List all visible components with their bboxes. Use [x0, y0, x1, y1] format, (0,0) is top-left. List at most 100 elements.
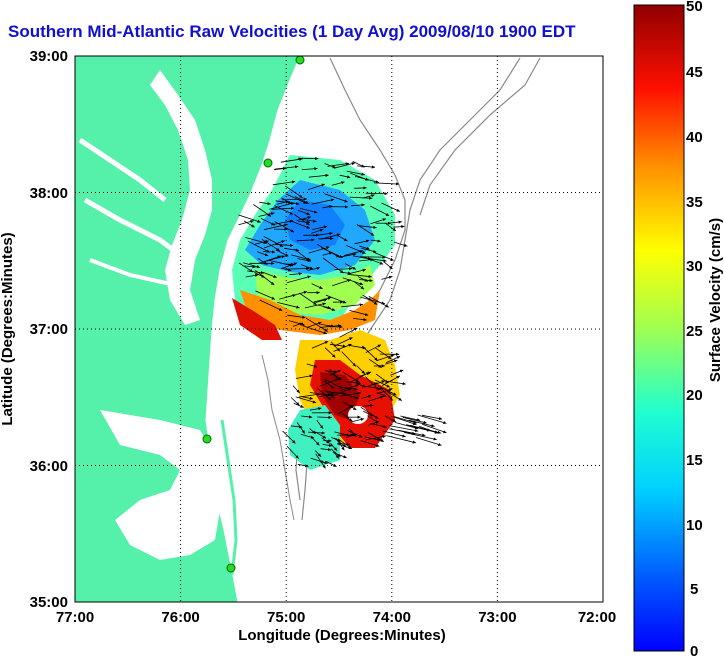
velocity-arrow	[269, 260, 294, 267]
velocity-arrow	[296, 238, 315, 242]
velocity-arrow	[322, 251, 333, 256]
velocity-arrow	[333, 450, 341, 458]
velocity-arrow	[311, 283, 323, 290]
velocity-arrow	[298, 292, 317, 306]
velocity-arrow	[353, 280, 365, 290]
velocity-arrow	[242, 262, 261, 269]
velocity-arrow	[356, 165, 376, 169]
velocity-arrow	[238, 214, 261, 223]
velocity-arrow	[257, 251, 269, 257]
velocity-field	[232, 155, 400, 470]
velocity-arrow	[364, 436, 381, 442]
velocity-arrow	[386, 390, 403, 401]
velocity-arrow	[329, 369, 342, 377]
velocity-arrow	[362, 385, 383, 391]
velocity-arrow	[297, 258, 312, 263]
velocity-arrow	[272, 180, 296, 186]
velocity-arrow	[305, 317, 329, 332]
x-axis-ticks: 77:00 76:00 75:00 74:00 73:00 72:00	[56, 609, 616, 626]
velocity-arrow	[393, 241, 408, 247]
velocity-arrow	[314, 450, 322, 458]
velocity-arrow	[342, 401, 357, 411]
velocity-arrows	[238, 156, 447, 469]
velocity-arrow	[311, 341, 329, 349]
velocity-arrow	[291, 254, 312, 261]
river-2	[83, 197, 182, 257]
velocity-arrow	[281, 197, 307, 201]
velocity-arrow	[238, 262, 254, 273]
velocity-arrow	[334, 267, 353, 271]
velocity-arrow	[408, 419, 435, 428]
velocity-arrow	[381, 202, 401, 212]
velocity-arrow	[368, 395, 384, 402]
velocity-arrow	[311, 198, 335, 205]
y-axis-ticks: 39:00 38:00 37:00 36:00 35:00	[30, 48, 68, 611]
velocity-arrow	[302, 325, 328, 335]
velocity-arrow	[269, 202, 295, 210]
velocity-arrow	[403, 431, 437, 441]
velocity-arrow	[358, 225, 377, 229]
velocity-arrow	[307, 183, 326, 191]
velocity-arrow	[263, 240, 285, 249]
velocity-arrow	[400, 415, 421, 422]
velocity-arrow	[280, 262, 298, 270]
velocity-arrow	[259, 299, 283, 311]
velocity-arrow	[286, 275, 311, 284]
velocity-arrow	[259, 201, 271, 206]
river-3	[89, 258, 176, 287]
velocity-arrow	[277, 302, 300, 309]
velocity-arrow	[292, 322, 303, 327]
velocity-arrow	[308, 431, 325, 435]
y-axis-label: Latitude (Degrees:Minutes)	[0, 232, 16, 425]
velocity-arrow	[310, 228, 324, 234]
station-marker	[295, 56, 305, 65]
velocity-arrow	[290, 425, 303, 429]
velocity-arrow	[312, 225, 328, 230]
velocity-arrow	[281, 267, 292, 272]
velocity-arrow	[320, 233, 341, 240]
velocity-arrow	[244, 265, 256, 269]
velocity-arrow	[341, 412, 353, 422]
colorbar-tick-label: 5	[690, 581, 698, 598]
velocity-arrow	[320, 448, 332, 452]
velocity-arrow	[323, 380, 335, 389]
colorbar	[633, 4, 685, 652]
velocity-arrow	[361, 247, 377, 253]
velocity-gap	[348, 406, 368, 424]
velocity-arrow	[350, 203, 365, 207]
velocity-arrow	[370, 218, 387, 225]
x-tick-label: 72:00	[578, 609, 616, 626]
velocity-arrow	[317, 304, 331, 309]
velocity-arrow	[290, 397, 300, 406]
velocity-arrow	[306, 321, 322, 328]
velocity-arrow	[324, 163, 336, 169]
velocity-arrow	[324, 389, 335, 399]
velocity-arrow	[342, 371, 360, 383]
velocity-arrow	[258, 212, 275, 217]
velocity-arrow	[327, 391, 347, 396]
velocity-arrow	[323, 306, 336, 312]
velocity-arrow	[367, 415, 379, 424]
x-axis-label: Longitude (Degrees:Minutes)	[238, 627, 446, 644]
velocity-arrow	[339, 384, 359, 391]
velocity-arrow	[347, 381, 361, 385]
grid	[75, 56, 603, 602]
velocity-red-west	[232, 298, 282, 340]
velocity-arrow	[390, 369, 404, 376]
velocity-arrow	[287, 290, 308, 298]
velocity-core-deep	[285, 200, 345, 250]
velocity-arrow	[360, 406, 379, 420]
velocity-arrow	[329, 343, 347, 348]
velocity-arrow	[263, 223, 288, 231]
velocity-arrow	[273, 166, 287, 171]
colorbar-tick-label: 0	[690, 643, 698, 659]
velocity-arrow	[313, 296, 332, 303]
river-1	[78, 137, 167, 202]
velocity-darkred-core	[320, 372, 360, 420]
plot-frame	[74, 55, 604, 603]
velocity-arrow	[415, 437, 442, 446]
velocity-arrow	[337, 404, 354, 415]
velocity-arrow	[253, 204, 272, 217]
velocity-arrow	[333, 162, 356, 169]
